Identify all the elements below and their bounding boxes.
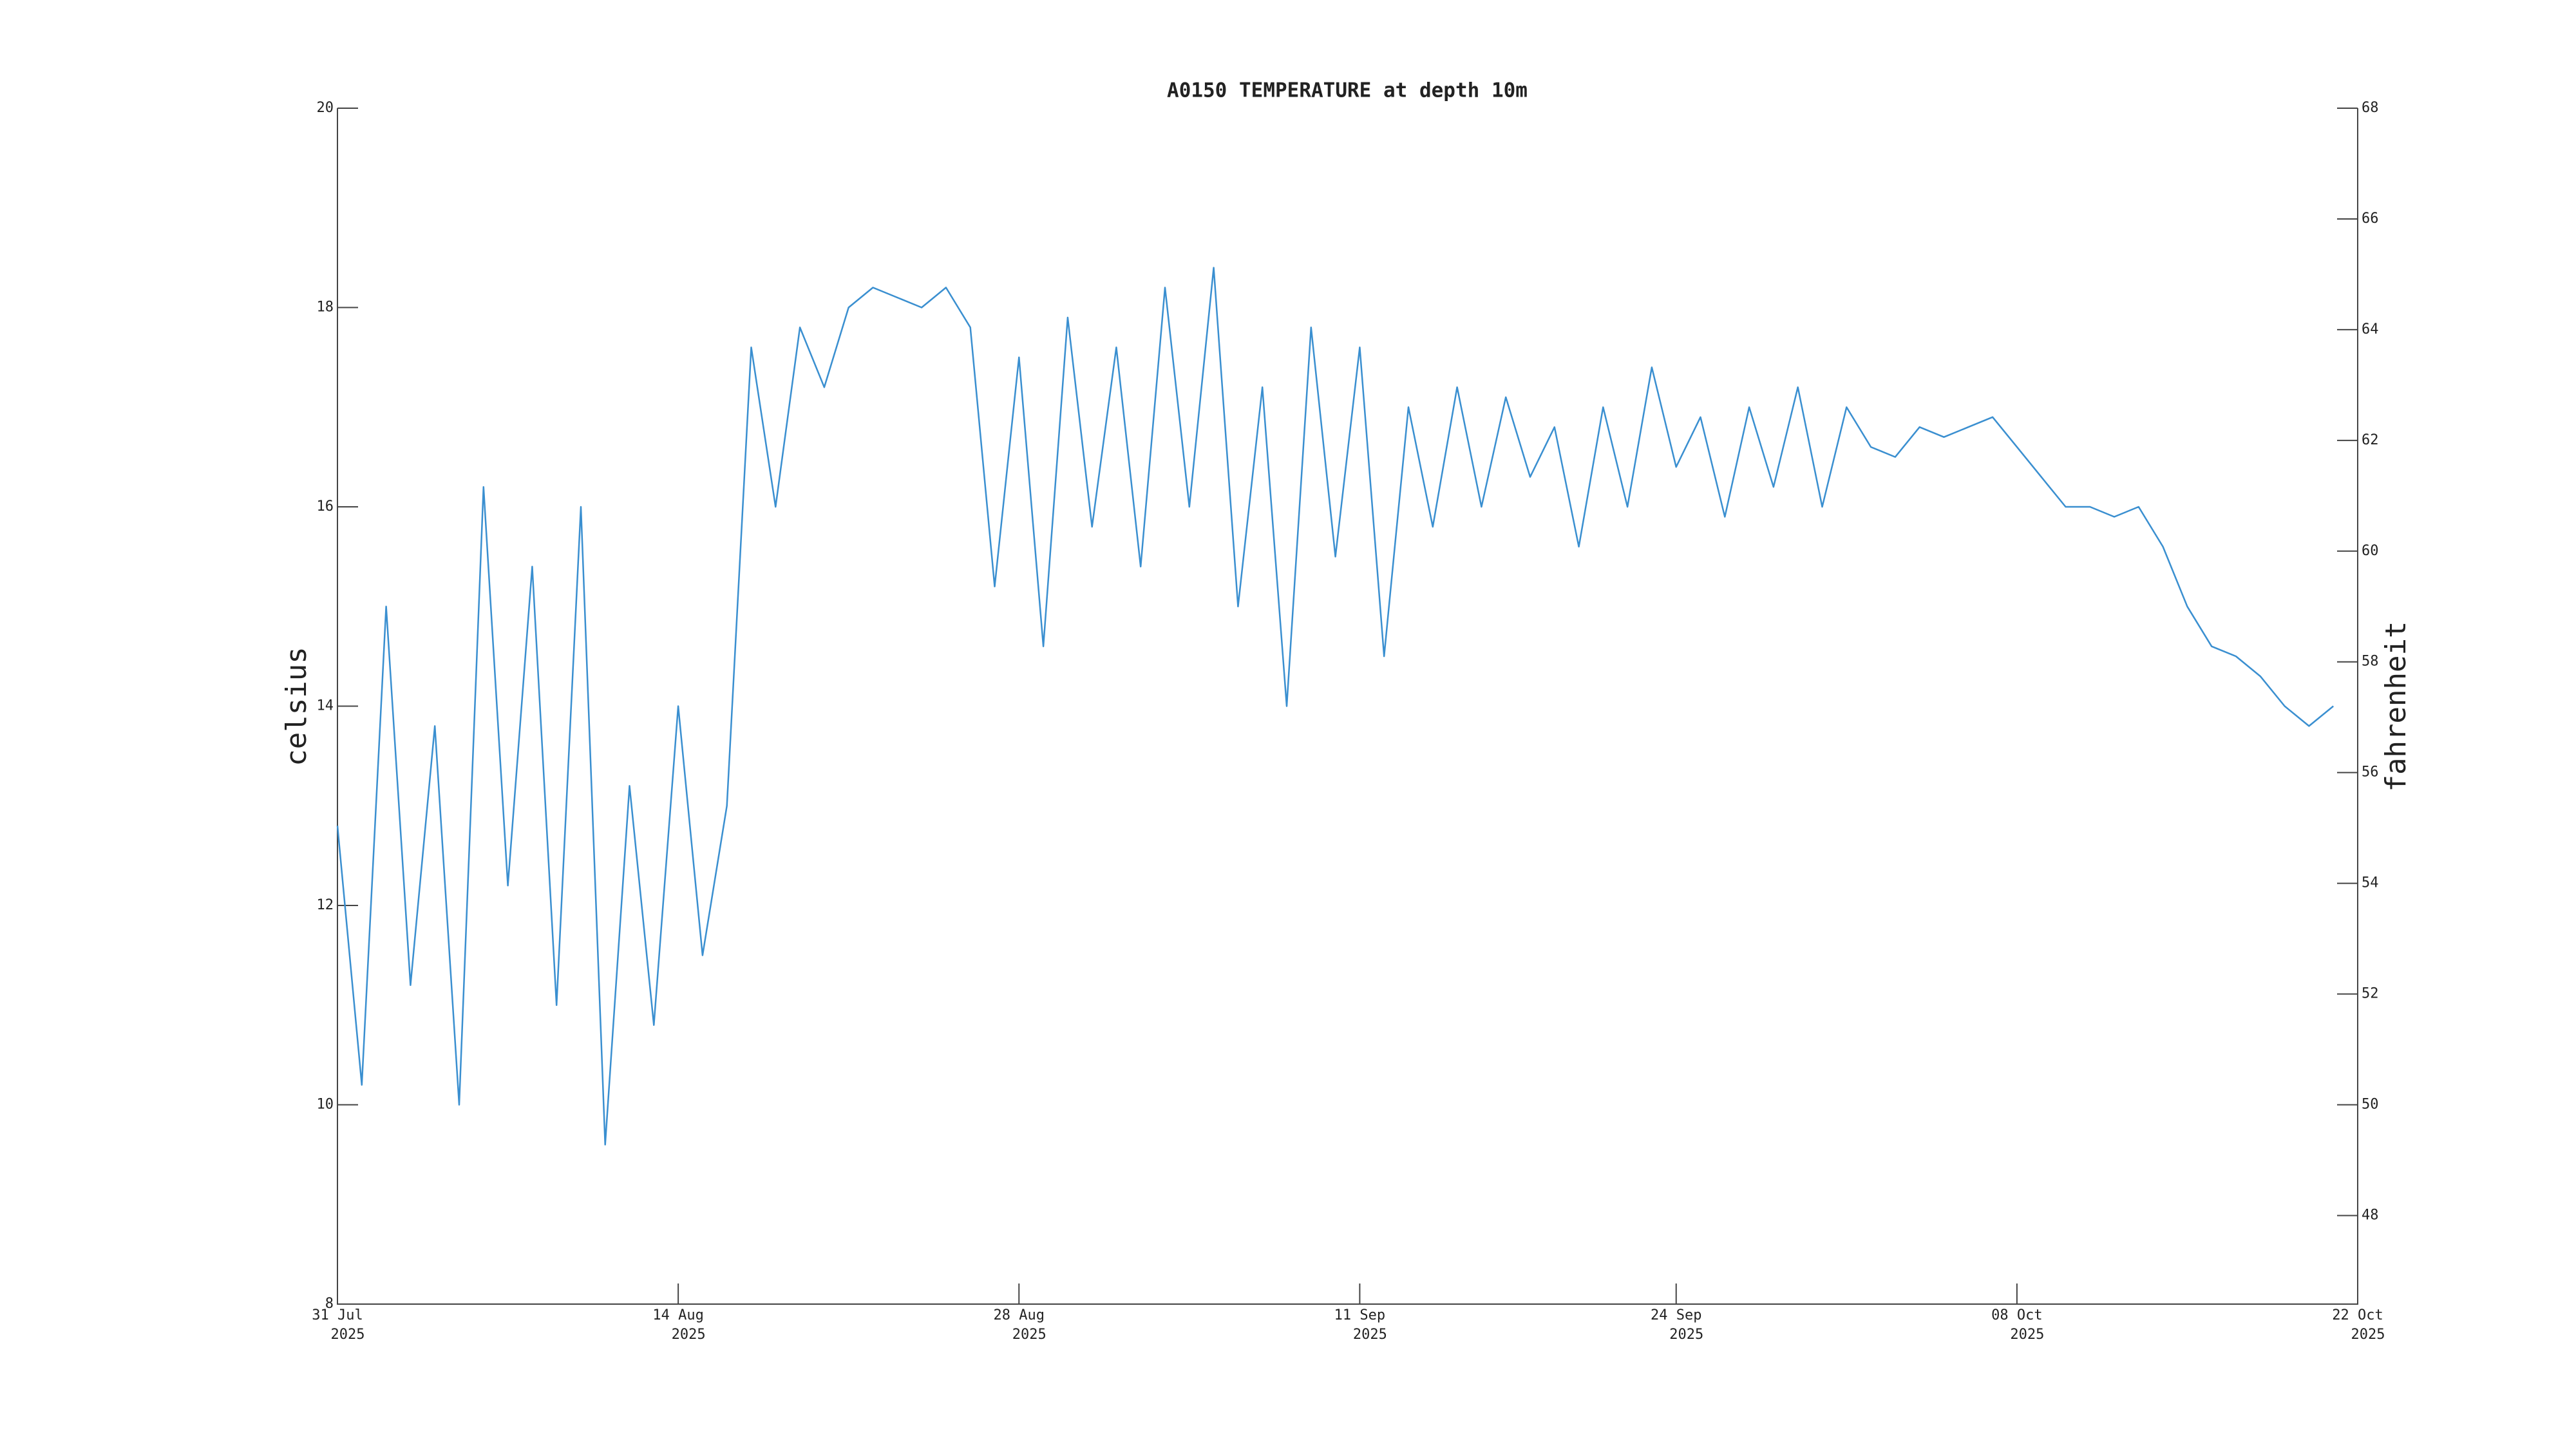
y2-tick-label: 48 xyxy=(2362,1207,2379,1223)
y2-axis-label: fahrenheit xyxy=(2380,621,2412,792)
temperature-line xyxy=(336,267,2334,1146)
x-tick-label: 2025 xyxy=(1669,1327,1703,1343)
y2-tick-label: 58 xyxy=(2362,654,2379,670)
x-tick-label: 2025 xyxy=(1012,1327,1046,1343)
x-tick-label: 2025 xyxy=(2351,1327,2385,1343)
x-tick-label: 2025 xyxy=(331,1327,365,1343)
x-tick-label: 2025 xyxy=(1353,1327,1387,1343)
chart-title: A0150 TEMPERATURE at depth 10m xyxy=(1167,79,1528,102)
y2-tick-label: 54 xyxy=(2362,875,2379,891)
y2-tick-label: 62 xyxy=(2362,432,2379,448)
x-tick-label: 2025 xyxy=(2010,1327,2044,1343)
y-axis-label: celsius xyxy=(280,647,313,766)
y-tick-label: 16 xyxy=(317,498,334,515)
y-tick-label: 12 xyxy=(317,897,334,913)
x-tick-label: 22 Oct xyxy=(2332,1307,2383,1323)
y2-tick-label: 60 xyxy=(2362,543,2379,559)
x-tick-label: 08 Oct xyxy=(1991,1307,2042,1323)
y2-tick-label: 64 xyxy=(2362,321,2379,337)
y-tick-label: 18 xyxy=(317,299,334,316)
y2-tick-label: 68 xyxy=(2362,100,2379,116)
y2-tick-label: 50 xyxy=(2362,1097,2379,1113)
y-tick-label: 10 xyxy=(317,1097,334,1113)
y-tick-label: 14 xyxy=(317,698,334,714)
x-tick-label: 28 Aug xyxy=(994,1307,1045,1323)
x-tick-label: 24 Sep xyxy=(1651,1307,1701,1323)
y2-tick-label: 66 xyxy=(2362,211,2379,227)
y2-tick-label: 52 xyxy=(2362,986,2379,1002)
x-tick-label: 31 Jul xyxy=(312,1307,363,1323)
x-tick-label: 14 Aug xyxy=(652,1307,703,1323)
y-tick-label: 20 xyxy=(317,100,334,116)
y-tick-label: 8 xyxy=(325,1296,334,1312)
x-tick-label: 2025 xyxy=(672,1327,706,1343)
y2-tick-label: 56 xyxy=(2362,764,2379,781)
x-tick-label: 11 Sep xyxy=(1334,1307,1385,1323)
